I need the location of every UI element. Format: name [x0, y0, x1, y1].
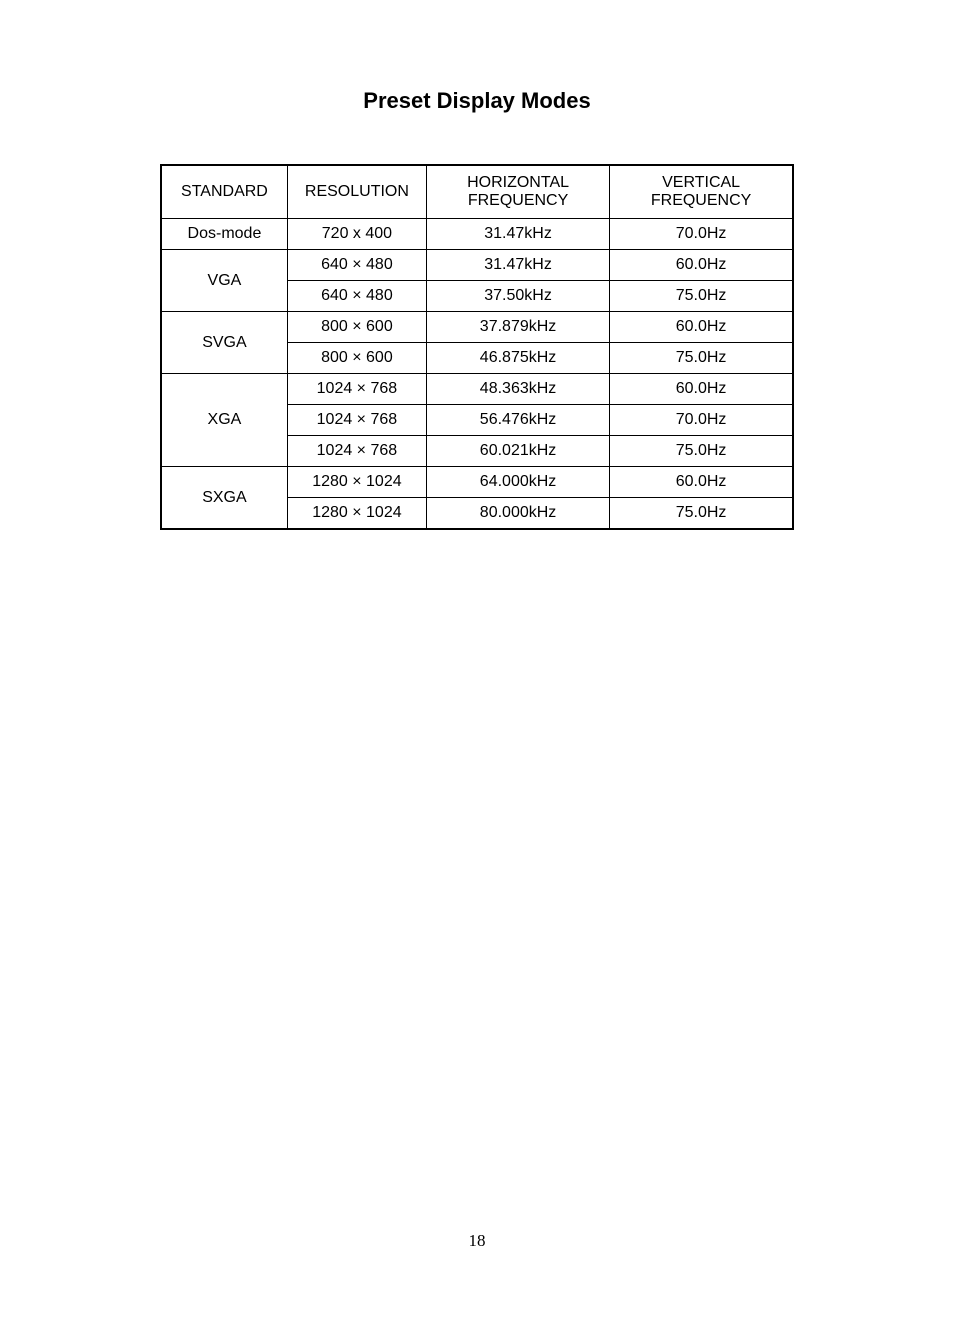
table-row: VGA640 × 48031.47kHz60.0Hz: [161, 250, 793, 281]
table-header-row: STANDARDRESOLUTIONHORIZONTALFREQUENCYVER…: [161, 165, 793, 219]
cell-horizontal-frequency: 80.000kHz: [426, 498, 609, 530]
cell-standard: Dos-mode: [161, 219, 287, 250]
cell-vertical-frequency: 75.0Hz: [610, 343, 793, 374]
cell-vertical-frequency: 70.0Hz: [610, 219, 793, 250]
cell-vertical-frequency: 60.0Hz: [610, 467, 793, 498]
cell-standard: XGA: [161, 374, 287, 467]
cell-resolution: 720 x 400: [287, 219, 426, 250]
cell-resolution: 1024 × 768: [287, 405, 426, 436]
table-header-cell: RESOLUTION: [287, 165, 426, 219]
cell-horizontal-frequency: 60.021kHz: [426, 436, 609, 467]
cell-vertical-frequency: 60.0Hz: [610, 374, 793, 405]
cell-resolution: 1024 × 768: [287, 374, 426, 405]
cell-resolution: 1024 × 768: [287, 436, 426, 467]
cell-resolution: 640 × 480: [287, 281, 426, 312]
display-modes-table: STANDARDRESOLUTIONHORIZONTALFREQUENCYVER…: [160, 164, 794, 530]
cell-vertical-frequency: 60.0Hz: [610, 312, 793, 343]
cell-resolution: 1280 × 1024: [287, 467, 426, 498]
cell-standard: SXGA: [161, 467, 287, 530]
table-container: STANDARDRESOLUTIONHORIZONTALFREQUENCYVER…: [160, 164, 794, 530]
cell-horizontal-frequency: 31.47kHz: [426, 219, 609, 250]
table-row: SVGA800 × 60037.879kHz60.0Hz: [161, 312, 793, 343]
cell-horizontal-frequency: 56.476kHz: [426, 405, 609, 436]
cell-standard: VGA: [161, 250, 287, 312]
cell-horizontal-frequency: 31.47kHz: [426, 250, 609, 281]
cell-vertical-frequency: 70.0Hz: [610, 405, 793, 436]
cell-vertical-frequency: 75.0Hz: [610, 436, 793, 467]
cell-resolution: 800 × 600: [287, 312, 426, 343]
page-number: 18: [0, 1231, 954, 1251]
table-header-cell: VERTICALFREQUENCY: [610, 165, 793, 219]
cell-horizontal-frequency: 37.50kHz: [426, 281, 609, 312]
cell-standard: SVGA: [161, 312, 287, 374]
cell-horizontal-frequency: 64.000kHz: [426, 467, 609, 498]
table-row: XGA1024 × 76848.363kHz60.0Hz: [161, 374, 793, 405]
table-header-cell: STANDARD: [161, 165, 287, 219]
cell-vertical-frequency: 75.0Hz: [610, 281, 793, 312]
cell-resolution: 640 × 480: [287, 250, 426, 281]
cell-resolution: 800 × 600: [287, 343, 426, 374]
cell-horizontal-frequency: 48.363kHz: [426, 374, 609, 405]
cell-vertical-frequency: 60.0Hz: [610, 250, 793, 281]
cell-horizontal-frequency: 37.879kHz: [426, 312, 609, 343]
cell-vertical-frequency: 75.0Hz: [610, 498, 793, 530]
cell-horizontal-frequency: 46.875kHz: [426, 343, 609, 374]
page-title: Preset Display Modes: [0, 88, 954, 114]
table-header-cell: HORIZONTALFREQUENCY: [426, 165, 609, 219]
table-row: Dos-mode720 x 40031.47kHz70.0Hz: [161, 219, 793, 250]
cell-resolution: 1280 × 1024: [287, 498, 426, 530]
table-row: SXGA1280 × 102464.000kHz60.0Hz: [161, 467, 793, 498]
